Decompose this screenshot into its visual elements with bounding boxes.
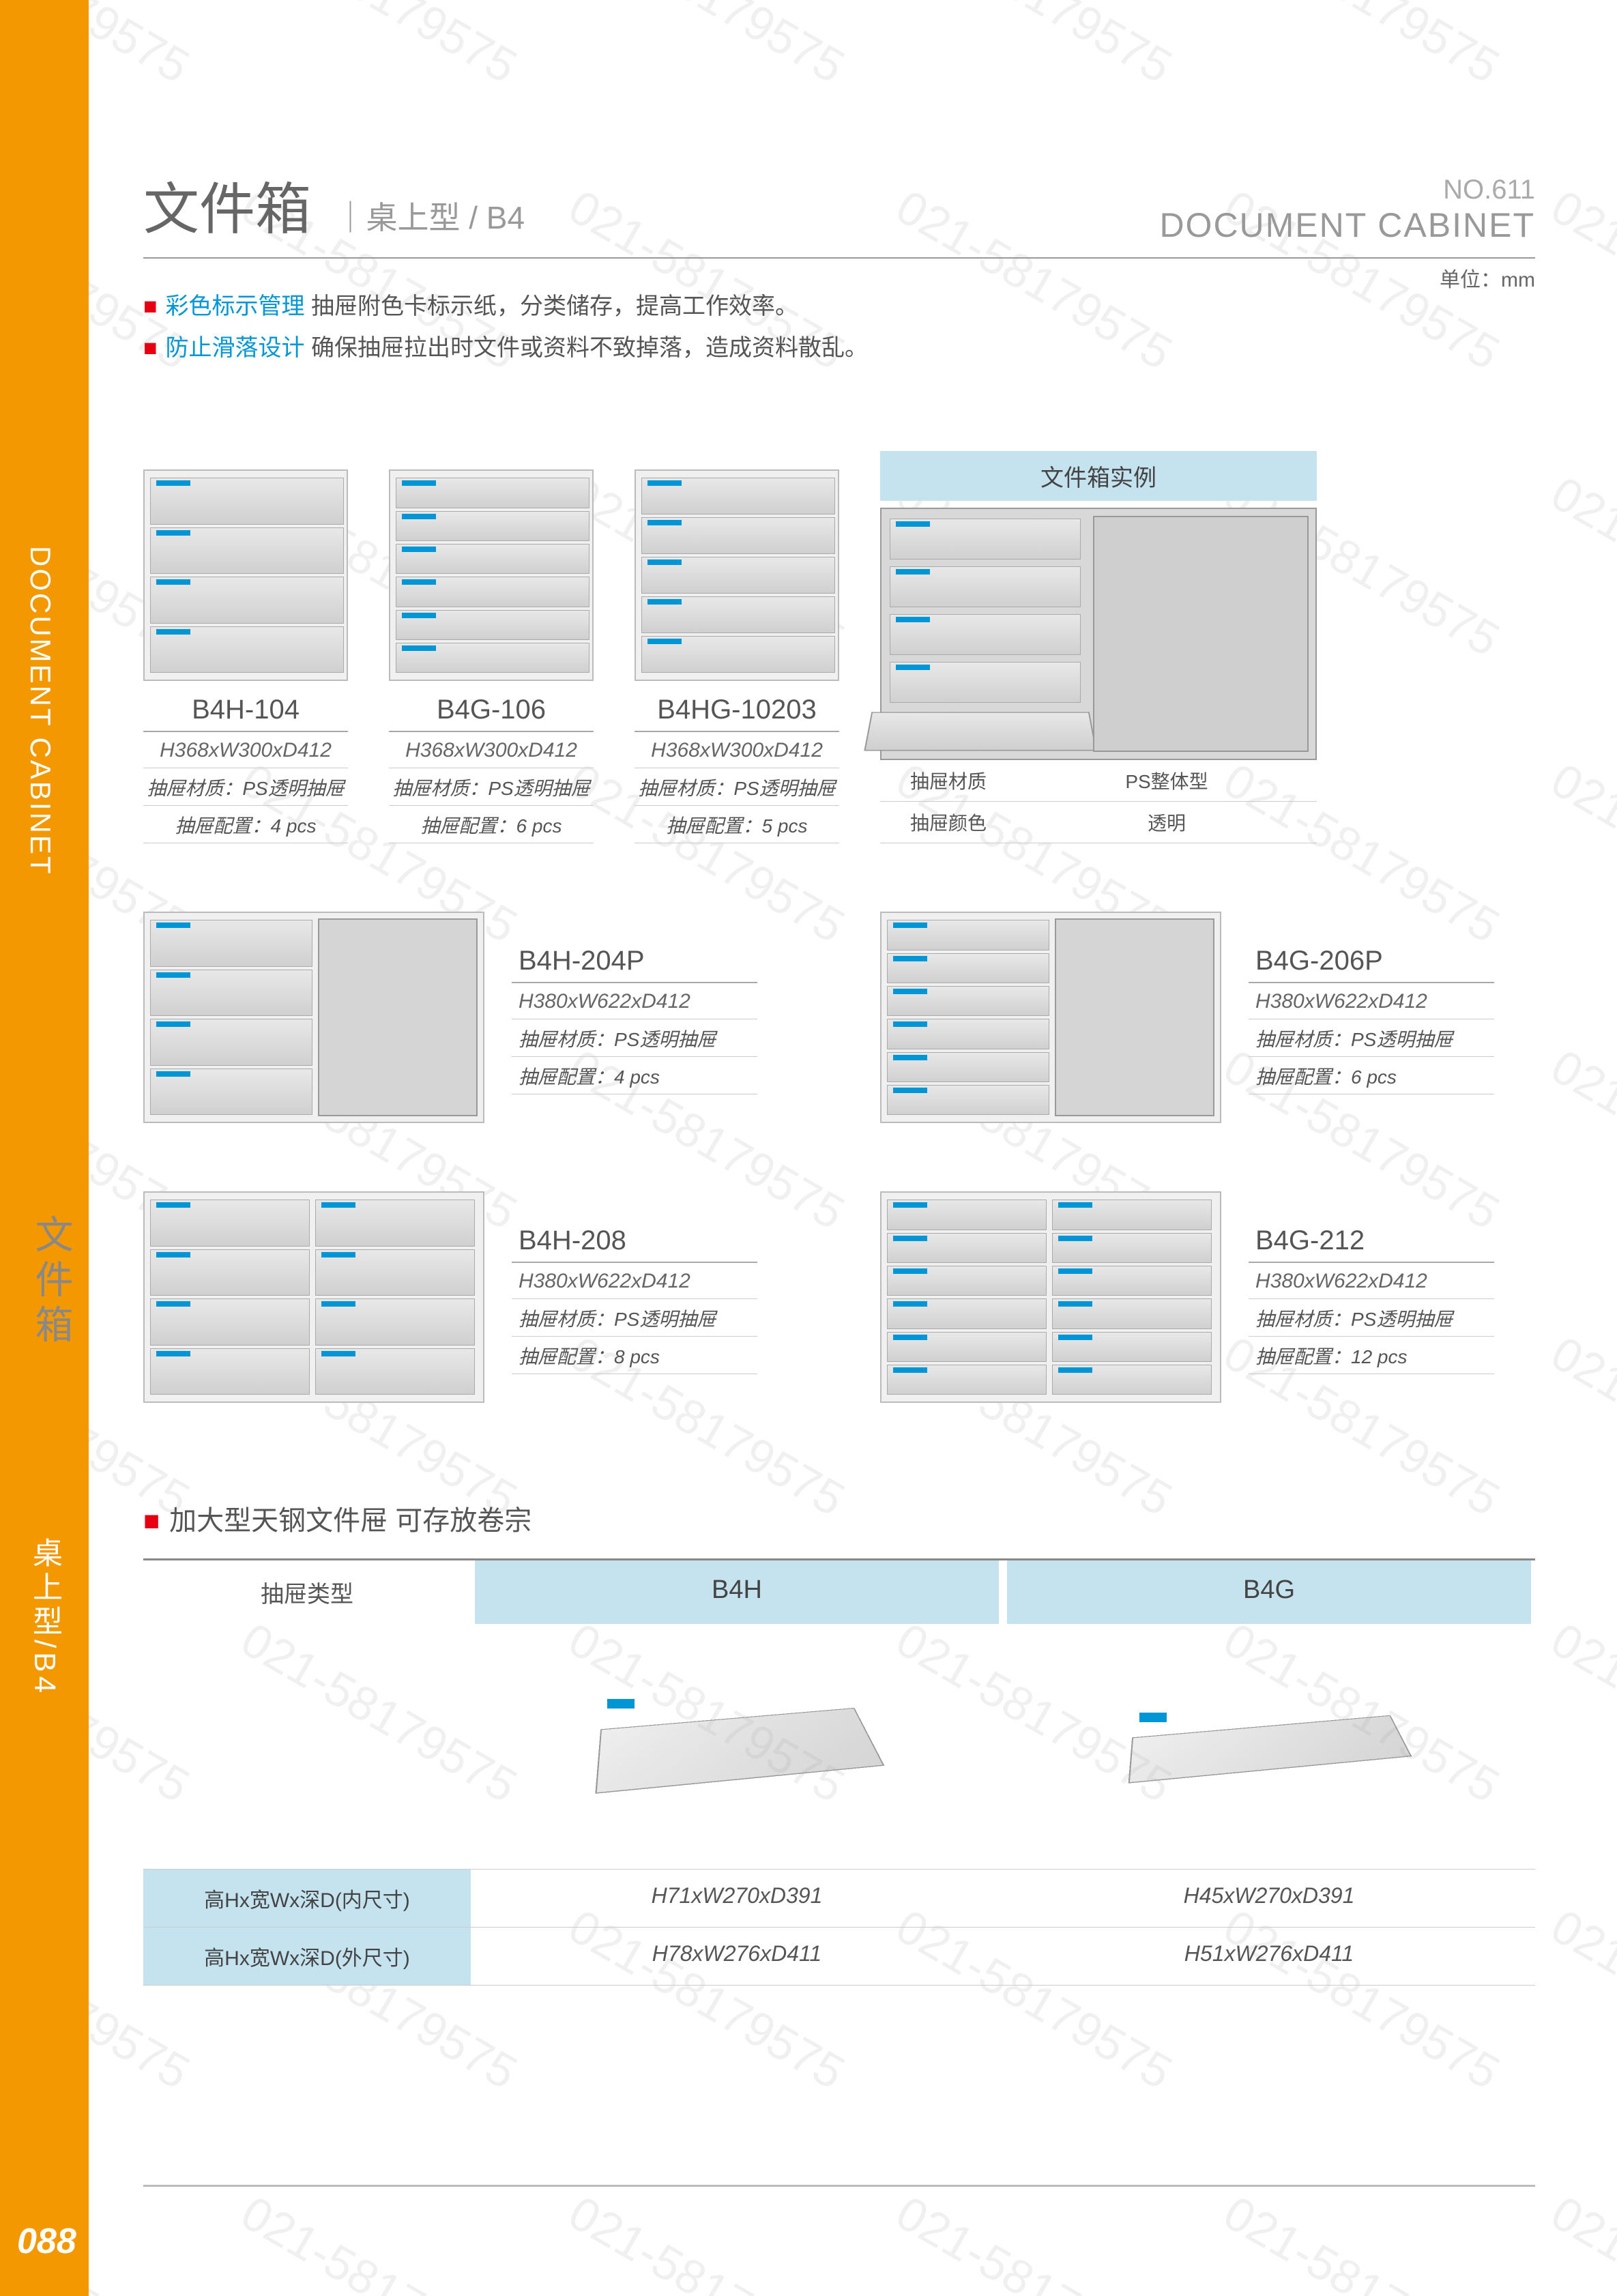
product-B4G-106: B4G-106 H368xW300xD412 抽屉材质：PS透明抽屉抽屉配置：6 p… [389,469,594,843]
drawer-spec-row: 高Hx宽Wx深D(内尺寸)H71xW270xD391H45xW270xD391 [143,1870,1535,1928]
product-dimensions: H380xW622xD412 [512,990,757,1019]
products-row-3: B4H-208H380xW622xD412抽屉材质：PS透明抽屉抽屉配置：8 p… [143,1191,1535,1403]
products-row-1: B4H-104H368xW300xD412抽屉材质：PS透明抽屉抽屉配置：4 p… [143,451,1535,843]
title-left: 文件箱 ｜桌上型 / B4 [143,164,525,245]
product-material: 抽屉材质：PS透明抽屉 [512,1305,757,1337]
product-B4G-206P: B4G-206P H380xW622xD412 抽屉材质：PS透明抽屉抽屉配置：6 … [880,912,1494,1123]
main-content: 文件箱 ｜桌上型 / B4 NO.611 DOCUMENT CABINET 单位… [143,164,1535,2214]
product-model: B4G-212 [1249,1225,1494,1263]
dt-head-col1: B4H [475,1560,999,1624]
product-dimensions: H368xW300xD412 [635,739,839,768]
title-right: NO.611 DOCUMENT CABINET [1159,175,1535,245]
product-config: 抽屉配置：8 pcs [512,1342,757,1374]
product-config: 抽屉配置：6 pcs [1249,1062,1494,1094]
example-spec-row: 抽屉材质PS整体型 [880,760,1317,802]
product-config: 抽屉配置：12 pcs [1249,1342,1494,1374]
page-number: 088 [17,2221,76,2262]
dt-head-label: 抽屉类型 [143,1560,471,1624]
product-config: 抽屉配置：5 pcs [635,811,839,843]
product-config: 抽屉配置：4 pcs [512,1062,757,1094]
features-list: ■彩色标示管理 抽屉附色卡标示纸，分类储存，提高工作效率。■防止滑落设计 确保抽… [143,286,1535,369]
example-header: 文件箱实例 [880,451,1317,501]
product-material: 抽屉材质：PS透明抽屉 [389,774,594,806]
sidebar-label-en: DOCUMENT CABINET [24,546,57,876]
drawer-table-images [143,1624,1535,1870]
product-material: 抽屉材质：PS透明抽屉 [1249,1305,1494,1337]
title-sub: ｜桌上型 / B4 [334,200,525,235]
product-material: 抽屉材质：PS透明抽屉 [635,774,839,806]
product-config: 抽屉配置：6 pcs [389,811,594,843]
drawer-spec-row: 高Hx宽Wx深D(外尺寸)H78xW276xD411H51xW276xD411 [143,1928,1535,1986]
product-model: B4HG-10203 [635,695,839,732]
drawer-table-head: 抽屉类型 B4H B4G [143,1560,1535,1624]
section2-title: ■加大型天钢文件屉 可存放卷宗 [143,1498,1535,1538]
product-dimensions: H368xW300xD412 [389,739,594,768]
title-cn: 文件箱 [143,179,311,241]
header-row: 文件箱 ｜桌上型 / B4 NO.611 DOCUMENT CABINET [143,164,1535,259]
example-column: 文件箱实例抽屉材质PS整体型抽屉颜色透明 [880,451,1317,843]
product-model: B4H-204P [512,946,757,983]
product-model: B4G-206P [1249,946,1494,983]
tray-image-b4h [475,1624,999,1869]
feature-line: ■彩色标示管理 抽屉附色卡标示纸，分类储存，提高工作效率。 [143,286,1535,328]
product-material: 抽屉材质：PS透明抽屉 [1249,1025,1494,1057]
title-en: DOCUMENT CABINET [1159,205,1535,245]
tray-image-b4g [1007,1624,1531,1869]
example-spec-row: 抽屉颜色透明 [880,802,1317,843]
product-B4HG-10203: B4HG-10203 H368xW300xD412 抽屉材质：PS透明抽屉抽屉配置：… [635,469,839,843]
product-dimensions: H380xW622xD412 [1249,1270,1494,1299]
drawer-type-section: ■加大型天钢文件屉 可存放卷宗 抽屉类型 B4H B4G 高Hx宽Wx深D(内尺… [143,1498,1535,1986]
product-model: B4G-106 [389,695,594,732]
example-image [880,508,1317,760]
product-material: 抽屉材质：PS透明抽屉 [512,1025,757,1057]
product-model: B4H-208 [512,1225,757,1263]
product-dimensions: H380xW622xD412 [1249,990,1494,1019]
sidebar-orange-bar [0,0,89,2296]
product-material: 抽屉材质：PS透明抽屉 [143,774,348,806]
product-B4H-208: B4H-208 H380xW622xD412 抽屉材质：PS透明抽屉抽屉配置：8 p… [143,1191,757,1403]
red-square-icon: ■ [143,1506,160,1536]
products-row-2: B4H-204PH380xW622xD412抽屉材质：PS透明抽屉抽屉配置：4 … [143,912,1535,1123]
product-B4H-204P: B4H-204P H380xW622xD412 抽屉材质：PS透明抽屉抽屉配置：4 … [143,912,757,1123]
product-dimensions: H368xW300xD412 [143,739,348,768]
product-B4H-104: B4H-104 H368xW300xD412 抽屉材质：PS透明抽屉抽屉配置：4 p… [143,469,348,843]
feature-line: ■防止滑落设计 确保抽屉拉出时文件或资料不致掉落，造成资料散乱。 [143,328,1535,369]
product-model: B4H-104 [143,695,348,732]
product-dimensions: H380xW622xD412 [512,1270,757,1299]
footer-rule [143,2185,1535,2187]
catalog-no: NO.611 [1159,175,1535,205]
sidebar-sub-label: 桌上型/B4 [23,1537,66,1697]
unit-label: 单位：mm [1440,263,1535,293]
dt-head-col2: B4G [1007,1560,1531,1624]
product-config: 抽屉配置：4 pcs [143,811,348,843]
sidebar-sub-block: 桌上型/B4 [0,1447,89,1788]
sidebar-label-cn: 文件箱 [24,1215,79,1350]
product-B4G-212: B4G-212 H380xW622xD412 抽屉材质：PS透明抽屉抽屉配置：12 … [880,1191,1494,1403]
drawer-table: 抽屉类型 B4H B4G 高Hx宽Wx深D(内尺寸)H71xW270xD391H… [143,1558,1535,1986]
